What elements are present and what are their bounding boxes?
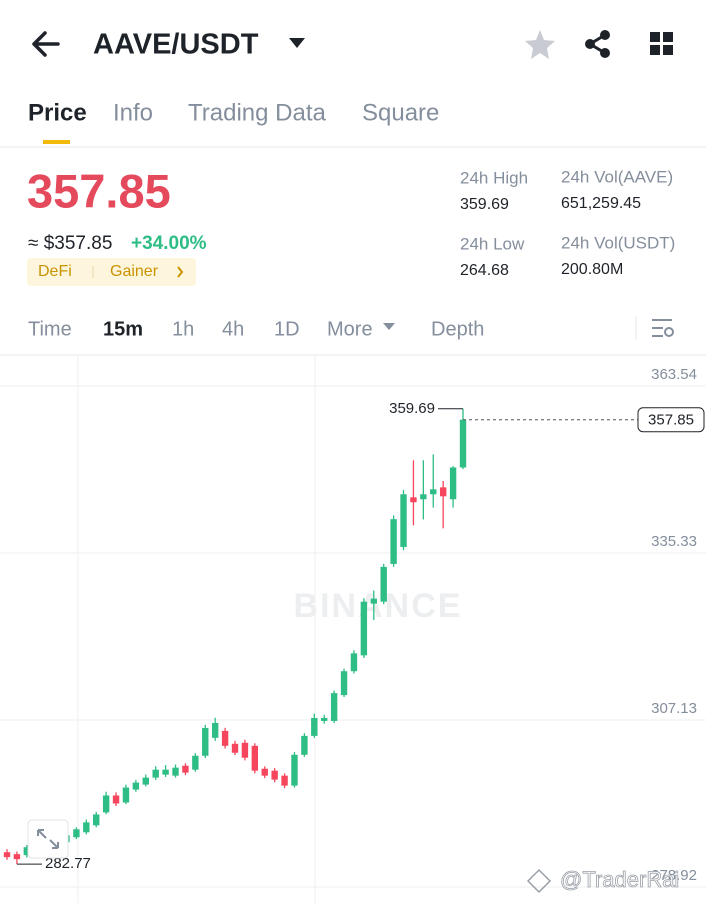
stat-label: 24h Vol(AAVE)	[561, 167, 673, 186]
stat-label: 24h Vol(USDT)	[561, 233, 675, 252]
candle-body	[380, 566, 387, 602]
candle-body	[102, 795, 110, 813]
candle-body	[271, 770, 278, 780]
candle-body	[142, 777, 149, 785]
y-tick-label: 335.33	[651, 533, 697, 550]
candle-body	[93, 814, 100, 826]
last-price: 357.85	[27, 164, 171, 217]
stat-label: 24h Low	[460, 234, 525, 253]
y-tick-label: 363.54	[651, 366, 697, 383]
tag-box	[27, 258, 196, 286]
more-dropdown[interactable]	[383, 323, 395, 330]
interval-tab[interactable]: 1D	[274, 318, 300, 340]
credit-icon	[526, 868, 552, 894]
pair-dropdown[interactable]	[289, 38, 305, 48]
stat-label: 24h High	[460, 168, 528, 187]
stat-value: 359.69	[460, 196, 509, 213]
candle-body	[132, 782, 140, 790]
interval-tab[interactable]: 15m	[103, 318, 143, 340]
back-button[interactable]	[32, 31, 60, 57]
candle-body	[330, 693, 338, 721]
last-price-label: 357.85	[648, 412, 694, 429]
stat-value: 651,259.45	[561, 195, 641, 212]
pair-title[interactable]: AAVE/USDT	[93, 29, 259, 61]
candle-body	[83, 822, 90, 833]
candle-body	[350, 653, 358, 672]
candle-body	[182, 765, 189, 773]
price-change: +34.00%	[131, 233, 207, 254]
candle-body	[122, 787, 130, 803]
stat-value: 200.80M	[561, 261, 623, 278]
candle-body	[211, 722, 219, 738]
candle-body	[281, 775, 288, 786]
interval-tab[interactable]: Depth	[431, 318, 484, 340]
usd-price: ≈ $357.85	[28, 233, 112, 254]
expand-button[interactable]	[27, 819, 69, 859]
interval-tab[interactable]: 1h	[172, 318, 194, 340]
candle-body	[3, 852, 11, 858]
candle-body	[221, 730, 229, 746]
interval-tab[interactable]: 4h	[222, 318, 244, 340]
candle-body	[360, 601, 368, 656]
candle-body	[152, 769, 159, 778]
candle-body	[420, 494, 427, 500]
candle-body	[439, 487, 447, 497]
candle-body	[410, 497, 417, 503]
candle-body	[23, 847, 31, 856]
active-tab-indicator	[43, 140, 70, 144]
low-label: 282.77	[45, 855, 91, 872]
tag-chevron	[177, 266, 184, 278]
candle-body	[430, 489, 437, 495]
expand-icon	[37, 829, 59, 849]
chart-watermark: BINANCE	[294, 587, 463, 625]
candle-body	[13, 854, 21, 860]
candle-body	[301, 735, 308, 755]
candle-body	[449, 467, 457, 500]
candle-body	[459, 419, 467, 468]
menu-icon[interactable]	[650, 32, 673, 55]
favorite-icon[interactable]	[525, 30, 555, 59]
y-tick-label: 278.92	[651, 867, 697, 884]
candle-body	[400, 494, 407, 547]
candle-body	[321, 717, 328, 721]
candle-body	[261, 768, 268, 776]
credit-watermark: @TraderRai	[560, 867, 679, 892]
tab[interactable]: Info	[113, 99, 153, 126]
y-tick-label: 307.13	[651, 700, 697, 717]
candle-body	[162, 769, 169, 775]
tab[interactable]: Trading Data	[188, 99, 327, 126]
candle-body	[390, 519, 397, 564]
candle-body	[291, 754, 298, 786]
share-icon[interactable]	[585, 30, 610, 58]
candle-body	[370, 598, 377, 604]
interval-tab[interactable]: Time	[28, 318, 72, 340]
tab[interactable]: Square	[362, 99, 439, 126]
candle-body	[112, 795, 120, 804]
candle-body	[192, 755, 199, 770]
candle-body	[172, 767, 179, 776]
candle-body	[73, 829, 80, 838]
candle-body	[251, 745, 259, 771]
candle-body	[311, 717, 318, 736]
interval-tab[interactable]: More	[327, 318, 373, 340]
candle-body	[241, 742, 249, 758]
chart-settings-icon[interactable]	[652, 319, 674, 337]
last-price-box	[637, 407, 705, 433]
tab[interactable]: Price	[28, 99, 87, 126]
candle-body	[231, 743, 239, 753]
high-label: 359.69	[389, 400, 435, 417]
stat-value: 264.68	[460, 262, 509, 279]
candle-body	[340, 671, 348, 696]
tag[interactable]: Gainer	[110, 263, 159, 280]
candle-body	[202, 727, 209, 756]
tag[interactable]: DeFi	[38, 263, 72, 280]
